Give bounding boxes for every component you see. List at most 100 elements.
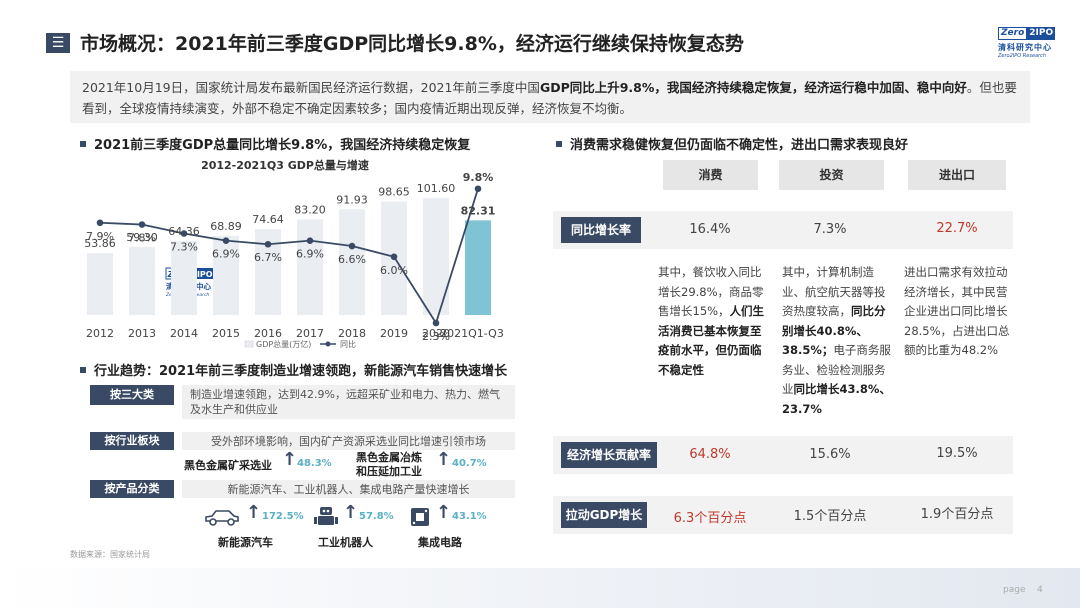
cell-consumption-contribution: 64.8% [689,447,731,462]
trend-text: 制造业增速领跑，达到42.9%，远超采矿业和电力、热力、燃气及水生产和供应业 [182,385,515,419]
gdp-value-2016: 74.64 [252,213,284,226]
trend-label: 按三大类 [90,385,174,405]
intro-paragraph: 2021年10月19日，国家统计局发布最新国民经济运行数据，2021年前三季度中… [70,71,1030,123]
gdp-value-2012: 53.86 [84,237,116,250]
growth-point-2012 [96,219,104,227]
gdp-value-2018: 91.93 [336,193,368,206]
trend-text: 受外部环境影响，国内矿产资源采选业同比增速引领市场 [182,432,515,450]
growth-point-2018 [348,242,356,250]
growth-point-2020 [432,319,440,327]
logo-word: Zero [998,26,1028,40]
consumption-desc-plain: 其中，餐饮收入同比增长29.8%，商品零售增长15%， [658,265,764,318]
gdp-bar-2014 [171,240,197,315]
trend-text: 新能源汽车、工业机器人、集成电路产量快速增长 [182,480,515,498]
up-arrow-icon: ↑ [246,502,262,523]
gdp-bar-2012 [87,253,113,315]
industry-name: 黑色金属冶炼 和压延加工业 [356,451,422,479]
growth-point-2016 [264,240,272,248]
trend-row-3: 按产品分类 新能源汽车、工业机器人、集成电路产量快速增长 [90,480,515,498]
industry-name-line2: 和压延加工业 [356,465,422,478]
industry-name-line1: 黑色金属冶炼 [356,451,422,464]
gdp-value-2020: 101.60 [417,182,456,195]
growth-point-2013 [138,221,146,228]
consumption-desc-bold: 人们生活消费已基本恢复至疫前水平，但仍面临不稳定性 [658,304,765,377]
menu-icon: ☰ [46,33,70,53]
x-tick-2019: 2019 [380,327,408,340]
x-tick-2012: 2012 [86,327,114,340]
chip-icon [411,508,429,526]
consumption-desc: 其中，餐饮收入同比增长29.8%，商品零售增长15%，人们生活消费已基本恢复至疫… [658,263,766,380]
trend-label: 按行业板块 [90,432,174,450]
trend-section-title: 行业趋势：2021年前三季度制造业增速领跑，新能源汽车销售快速增长 [80,360,507,379]
page-title: 市场概况：2021年前三季度GDP同比增长9.8%，经济运行继续保持恢复态势 [80,33,744,55]
growth-point-2019 [390,253,398,261]
growth-value-2016: 6.7% [254,251,282,264]
gdp-bar-2017 [297,219,323,315]
up-arrow-icon: ↑ [343,502,359,523]
trend-row-2: 按行业板块 受外部环境影响，国内矿产资源采选业同比增速引领市场 [90,432,515,450]
growth-value-2020: 2.3% [422,330,450,343]
product-label: 集成电路 [418,536,462,549]
industry-pct: 48.3% [297,458,332,469]
gdp-value-2015: 68.89 [210,220,242,233]
page-label: page [1003,585,1026,595]
up-arrow-icon: ↑ [436,502,452,523]
logo-cn: 清科研究中心 [998,43,1052,52]
x-tick-2018: 2018 [338,327,366,340]
gdp-value-2019: 98.65 [378,186,410,199]
cell-investment-gdp-pull: 1.5个百分点 [793,509,867,524]
robot-icon [314,507,338,525]
intro-text-1: 2021年10月19日，国家统计局发布最新国民经济运行数据，2021年前三季度中… [82,80,540,95]
industry-pct: 40.7% [452,458,487,469]
industry-name: 黑色金属矿采选业 [184,459,272,472]
product-label: 工业机器人 [318,536,373,549]
growth-value-2012: 7.9% [86,230,114,243]
page-num: 4 [1036,585,1043,595]
gdp-bar-2018 [339,209,365,315]
trend-label: 按产品分类 [90,480,174,498]
gdp-bar-2021Q1-Q3 [465,220,491,315]
growth-point-2015 [222,237,230,244]
product-pct: 57.8% [359,511,394,522]
intro-bold: GDP同比上升9.8%，我国经济持续稳定恢复，经济运行稳中加固、稳中向好 [539,80,967,95]
investment-desc-plain2: 电子商务服务业、检验检测服务业 [782,343,891,396]
trade-desc: 进出口需求有效拉动经济增长，其中民营企业进出口同比增长28.5%，占进出口总额的… [904,265,1010,357]
investment-desc-bold1: 同比分别增长40.8%、38.5%； [782,304,886,357]
data-source: 数据来源：国家统计局 [70,550,150,559]
col-header-consumption: 消费 [663,160,758,190]
x-tick-2021Q1-Q3: 2021Q1-Q3 [440,327,504,340]
gdp-section-title: 2021前三季度GDP总量同比增长9.8%，我国经济持续稳定恢复 [80,134,470,153]
gdp-value-2017: 83.20 [294,203,326,216]
chart-title: 2012-2021Q3 GDP总量与增速 [201,158,369,172]
gdp-bar-2020 [423,198,449,315]
footer-band [0,568,1080,608]
intro-text-2: 。但也要看到，全球疫情持续演变，外部不稳定不确定因素较多；国内疫情近期出现反弹，… [82,80,1017,116]
growth-point-2017 [306,237,314,244]
investment-desc-bold2: 同比增长43.8%、23.7% [782,382,891,416]
gdp-value-2014: 64.36 [168,225,200,238]
x-tick-2014: 2014 [170,327,198,340]
product-pct: 43.1% [452,511,487,522]
logo-en: Zero2IPO Research [998,53,1047,59]
growth-value-2015: 6.9% [212,248,240,261]
cell-consumption-gdp-pull: 6.3个百分点 [673,511,747,526]
x-tick-2020: 2020 [422,327,450,340]
x-tick-2016: 2016 [254,327,282,340]
cell-consumption-growth: 16.4% [689,222,731,237]
growth-value-2018: 6.6% [338,253,366,266]
col-header-investment: 投资 [779,160,884,190]
cell-trade-contribution: 19.5% [936,446,978,461]
gdp-value-2013: 59.30 [126,231,158,244]
cell-trade-gdp-pull: 1.9个百分点 [920,507,994,522]
gdp-bar-2015 [213,235,239,315]
up-arrow-icon: ↑ [436,449,452,470]
growth-point-2021Q1-Q3 [474,185,482,193]
row-label-growth: 同比增长率 [561,217,641,243]
investment-desc: 其中，计算机制造业、航空航天器等投资热度较高，同比分别增长40.8%、38.5%… [782,263,896,419]
row-label-gdp-pull: 拉动GDP增长 [561,502,647,528]
col-header-trade: 进出口 [908,160,1006,190]
growth-point-2014 [180,230,188,237]
row-label-contribution: 经济增长贡献率 [561,442,657,468]
consumption-section-title: 消费需求稳健恢复但仍面临不确定性，进出口需求表现良好 [556,134,908,153]
page-number: page 4 [1003,585,1043,595]
